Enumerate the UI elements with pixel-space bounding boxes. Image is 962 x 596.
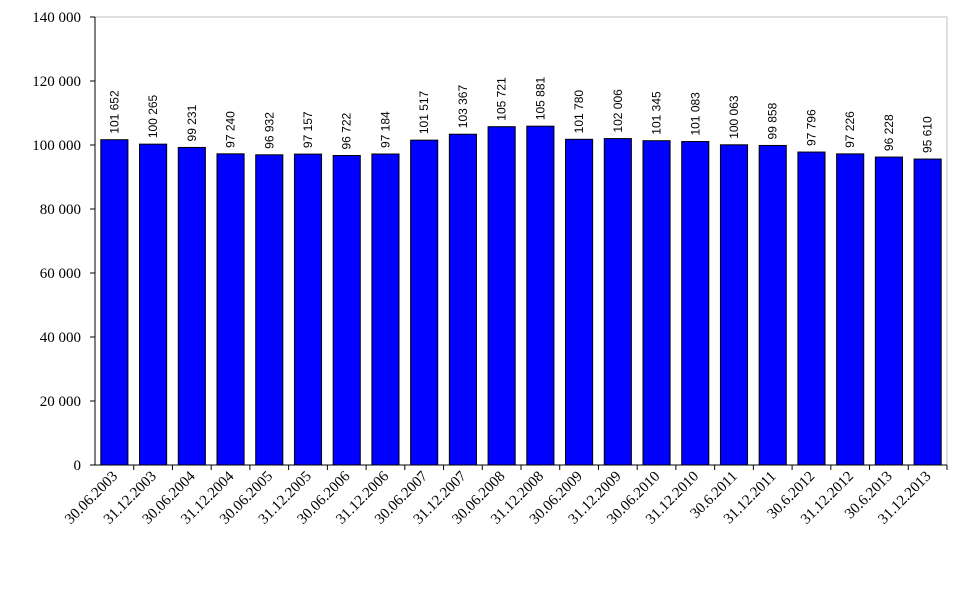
value-label: 97 157 bbox=[301, 111, 315, 148]
bar bbox=[177, 146, 206, 466]
bar bbox=[681, 141, 710, 466]
bar bbox=[410, 139, 439, 466]
y-tick-label: 100 000 bbox=[32, 138, 81, 154]
bar bbox=[719, 144, 749, 466]
y-tick-label: 80 000 bbox=[40, 202, 81, 218]
value-label: 101 083 bbox=[688, 92, 702, 136]
value-label: 97 184 bbox=[378, 111, 392, 148]
value-label: 97 226 bbox=[843, 111, 857, 148]
bar bbox=[332, 154, 361, 466]
bar bbox=[603, 138, 632, 466]
bar bbox=[293, 153, 323, 466]
bar bbox=[758, 144, 787, 466]
value-label: 96 228 bbox=[882, 114, 896, 151]
value-label: 96 932 bbox=[262, 112, 276, 149]
bar bbox=[255, 154, 284, 466]
value-label: 100 063 bbox=[727, 95, 741, 139]
y-tick-label: 40 000 bbox=[40, 330, 81, 346]
value-label: 101 780 bbox=[572, 90, 586, 134]
value-label: 102 006 bbox=[611, 89, 625, 133]
bar bbox=[216, 153, 245, 466]
bar bbox=[448, 133, 477, 466]
y-tick-label: 20 000 bbox=[40, 394, 81, 410]
bar bbox=[565, 138, 594, 466]
bar bbox=[642, 140, 671, 466]
bar bbox=[874, 156, 903, 466]
bar bbox=[139, 143, 168, 466]
value-label: 105 881 bbox=[533, 76, 547, 120]
bar bbox=[913, 158, 942, 466]
value-label: 99 858 bbox=[766, 102, 780, 139]
value-label: 101 652 bbox=[107, 90, 121, 134]
value-label: 95 610 bbox=[921, 116, 935, 153]
value-label: 99 231 bbox=[185, 104, 199, 141]
value-label: 105 721 bbox=[495, 77, 509, 121]
bar bbox=[526, 125, 555, 466]
y-tick-label: 0 bbox=[74, 458, 82, 474]
y-tick-label: 120 000 bbox=[32, 74, 81, 90]
y-tick-label: 140 000 bbox=[32, 10, 81, 26]
bar bbox=[836, 153, 865, 466]
bar bbox=[371, 153, 400, 466]
value-label: 97 796 bbox=[804, 109, 818, 146]
y-tick-label: 60 000 bbox=[40, 266, 81, 282]
value-label: 101 517 bbox=[417, 90, 431, 134]
value-label: 97 240 bbox=[224, 111, 238, 148]
bar bbox=[487, 126, 516, 466]
value-label: 100 265 bbox=[146, 94, 160, 138]
bar bbox=[797, 151, 826, 466]
value-label: 103 367 bbox=[456, 85, 470, 129]
value-label: 96 722 bbox=[340, 112, 354, 149]
bar bbox=[100, 139, 129, 466]
value-label: 101 345 bbox=[650, 91, 664, 135]
